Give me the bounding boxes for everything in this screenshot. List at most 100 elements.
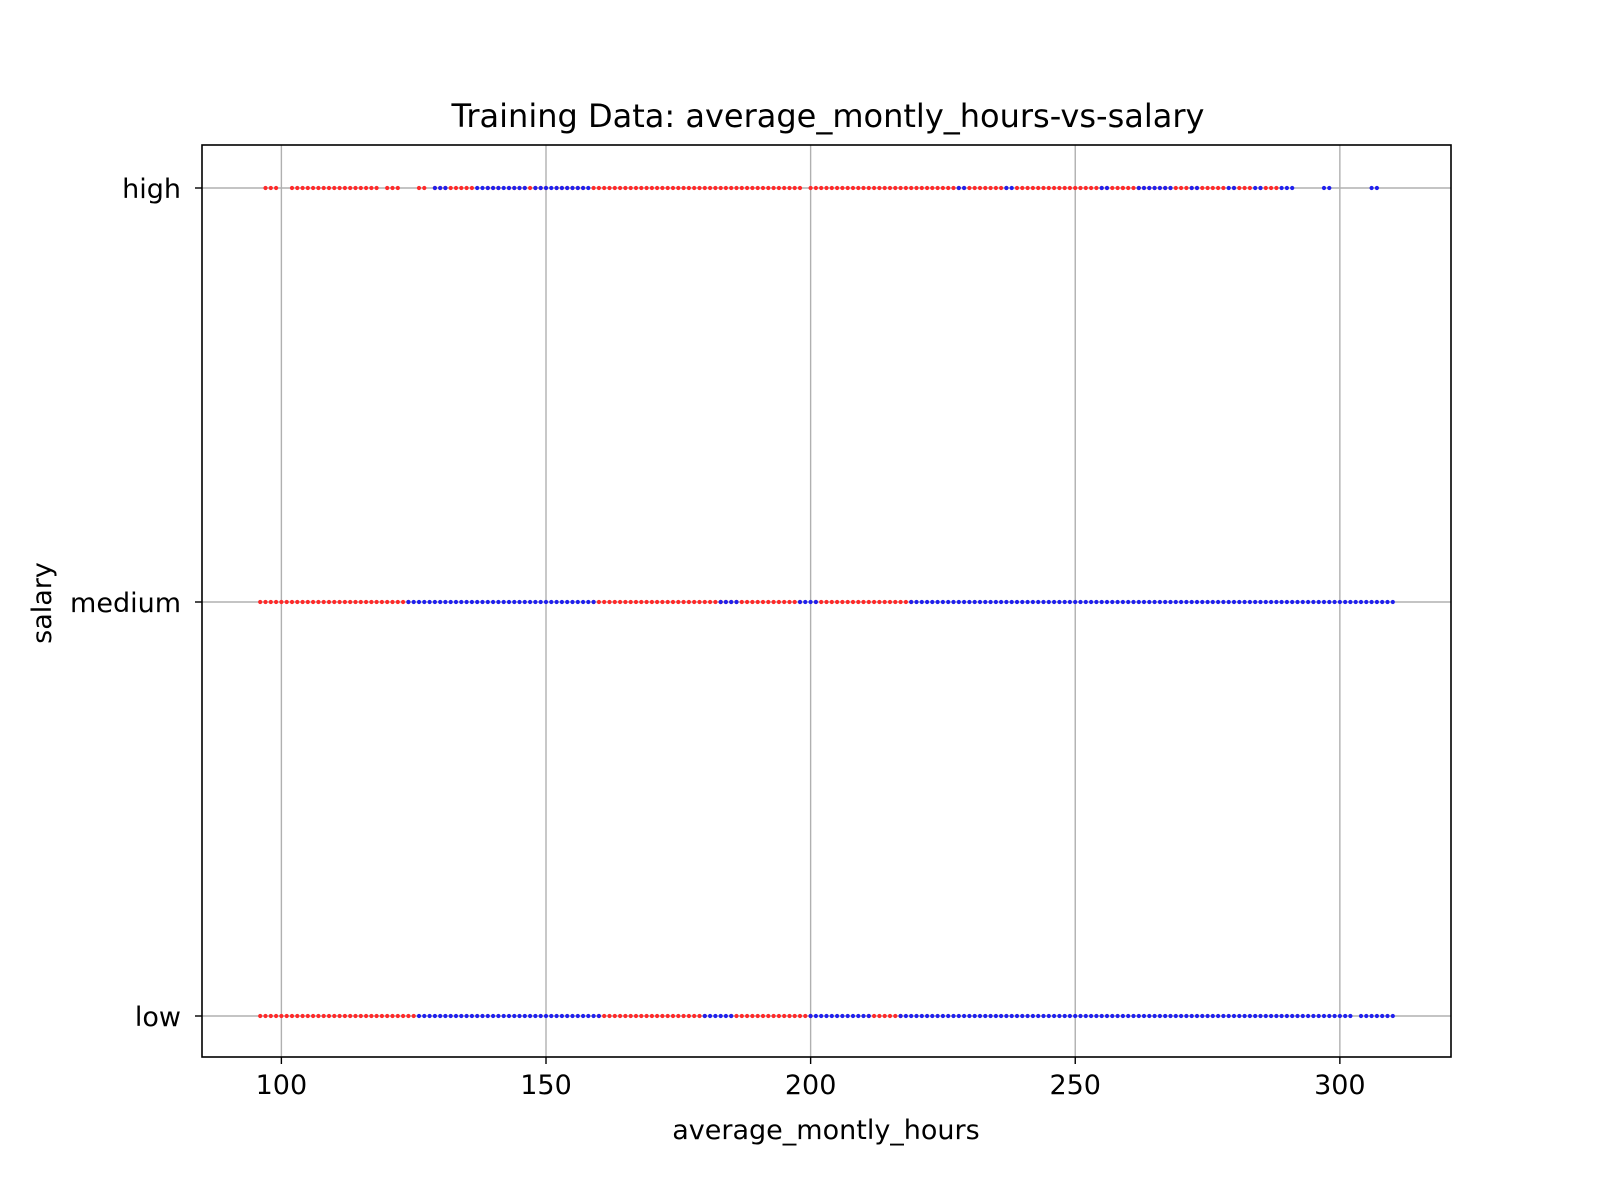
red-data-point: [364, 185, 369, 191]
red-data-point: [861, 185, 866, 191]
red-data-point: [872, 185, 877, 191]
red-data-point: [279, 1013, 284, 1019]
blue-data-point: [1168, 599, 1173, 605]
red-data-point: [787, 1013, 792, 1019]
red-data-point: [390, 1013, 395, 1019]
red-data-point: [385, 599, 390, 605]
blue-data-point: [570, 599, 575, 605]
blue-data-point: [570, 1013, 575, 1019]
red-data-point: [739, 1013, 744, 1019]
blue-data-point: [1321, 599, 1327, 605]
red-data-point: [713, 185, 718, 191]
red-data-point: [866, 599, 871, 605]
red-data-point: [342, 1013, 347, 1019]
blue-data-point: [813, 599, 819, 605]
red-data-point: [607, 1013, 612, 1019]
blue-data-point: [829, 1013, 834, 1019]
red-data-point: [850, 599, 856, 605]
blue-data-point: [438, 185, 443, 191]
red-data-point: [1014, 185, 1020, 191]
blue-data-point: [1279, 599, 1284, 605]
blue-data-point: [962, 1013, 967, 1019]
red-data-point: [856, 185, 861, 191]
blue-data-point: [708, 1013, 713, 1019]
red-data-point: [644, 185, 649, 191]
red-data-point: [930, 185, 935, 191]
blue-data-point: [1078, 599, 1083, 605]
blue-data-point: [723, 599, 729, 605]
red-data-point: [316, 185, 321, 191]
red-data-point: [1094, 185, 1099, 191]
blue-data-point: [1083, 599, 1088, 605]
red-data-point: [681, 599, 686, 605]
red-data-point: [1247, 185, 1252, 191]
red-data-point: [618, 1013, 623, 1019]
blue-data-point: [1258, 1013, 1263, 1019]
blue-data-point: [1099, 1013, 1104, 1019]
red-data-point: [993, 185, 999, 191]
red-data-point: [739, 599, 744, 605]
red-data-point: [1200, 185, 1205, 191]
red-data-point: [835, 599, 840, 605]
red-data-point: [258, 1013, 263, 1019]
blue-data-point: [480, 599, 485, 605]
red-data-point: [766, 1013, 771, 1019]
blue-data-point: [1168, 185, 1173, 191]
blue-data-point: [1279, 1013, 1284, 1019]
plot-frame: [201, 144, 1452, 1058]
blue-data-point: [1369, 599, 1374, 605]
red-data-point: [1216, 185, 1221, 191]
red-data-point: [591, 185, 596, 191]
red-data-point: [263, 1013, 268, 1019]
blue-data-point: [411, 599, 416, 605]
red-data-point: [369, 599, 374, 605]
red-data-point: [877, 599, 882, 605]
red-data-point: [274, 185, 279, 191]
blue-data-point: [1067, 599, 1072, 605]
blue-data-point: [1226, 599, 1231, 605]
red-data-point: [300, 1013, 305, 1019]
blue-data-point: [1141, 599, 1147, 605]
blue-data-point: [506, 185, 512, 191]
red-data-point: [734, 185, 739, 191]
red-data-point: [829, 185, 834, 191]
red-data-point: [655, 1013, 660, 1019]
blue-data-point: [1173, 599, 1178, 605]
red-data-point: [633, 1013, 639, 1019]
blue-data-point: [1221, 599, 1226, 605]
blue-data-point: [1052, 599, 1057, 605]
blue-data-point: [1295, 1013, 1300, 1019]
red-data-point: [1274, 185, 1279, 191]
red-data-point: [263, 599, 268, 605]
red-data-point: [639, 185, 644, 191]
blue-data-point: [1300, 1013, 1305, 1019]
blue-data-point: [1306, 1013, 1311, 1019]
blue-data-point: [930, 1013, 935, 1019]
blue-data-point: [1147, 1013, 1152, 1019]
red-data-point: [305, 185, 310, 191]
red-data-point: [618, 185, 623, 191]
blue-data-point: [554, 1013, 559, 1019]
red-data-point: [1041, 185, 1046, 191]
blue-data-point: [464, 1013, 469, 1019]
blue-data-point: [1327, 599, 1332, 605]
blue-data-point: [1179, 1013, 1184, 1019]
blue-data-point: [1343, 1013, 1348, 1019]
red-data-point: [284, 1013, 289, 1019]
blue-data-point: [1237, 1013, 1242, 1019]
blue-data-point: [453, 1013, 459, 1019]
red-data-point: [702, 185, 707, 191]
red-data-point: [379, 1013, 384, 1019]
red-data-point: [713, 599, 718, 605]
blue-data-point: [729, 1013, 734, 1019]
blue-data-point: [501, 185, 506, 191]
red-data-point: [739, 185, 744, 191]
red-data-point: [1115, 185, 1120, 191]
red-data-point: [401, 1013, 406, 1019]
blue-data-point: [919, 599, 924, 605]
blue-data-point: [538, 1013, 543, 1019]
red-data-point: [295, 185, 300, 191]
blue-data-point: [925, 1013, 930, 1019]
red-data-point: [1242, 185, 1247, 191]
blue-data-point: [1343, 599, 1348, 605]
